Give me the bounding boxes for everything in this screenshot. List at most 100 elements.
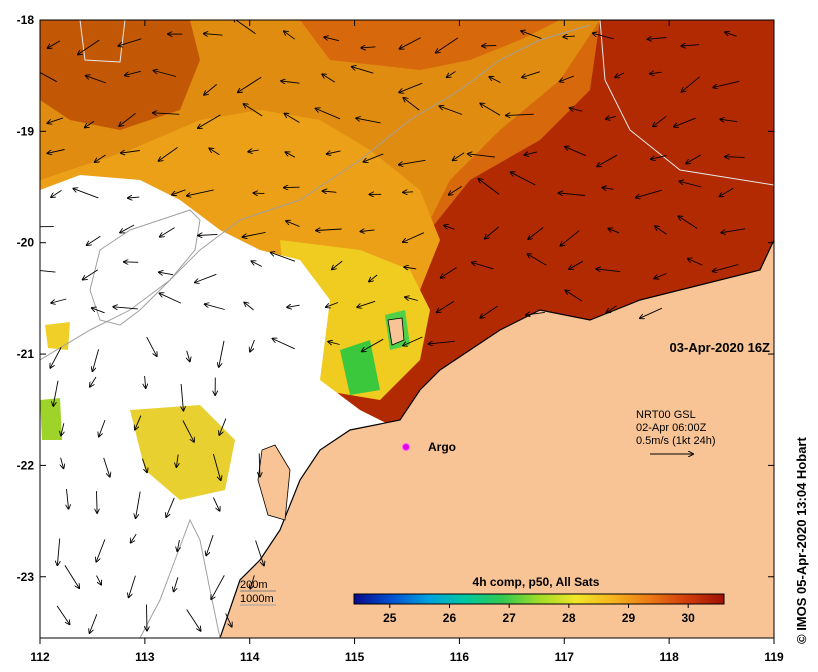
current-arrow bbox=[103, 457, 110, 477]
current-arrow bbox=[651, 155, 667, 160]
current-arrow bbox=[271, 253, 296, 262]
current-arrow bbox=[95, 154, 106, 162]
argo-label: Argo bbox=[428, 440, 456, 454]
current-arrow bbox=[125, 70, 141, 75]
current-arrow bbox=[56, 605, 69, 624]
current-arrow bbox=[40, 270, 56, 273]
current-arrow bbox=[128, 197, 140, 198]
current-arrow bbox=[327, 151, 341, 154]
current-arrow bbox=[172, 189, 186, 195]
current-source-line1: NRT00 GSL bbox=[636, 409, 696, 421]
current-arrow bbox=[160, 227, 175, 237]
current-arrow bbox=[640, 307, 663, 318]
current-arrow bbox=[522, 71, 541, 78]
current-arrow bbox=[284, 114, 300, 123]
current-source-line3: 0.5m/s (1kt 24h) bbox=[636, 435, 715, 447]
current-arrow bbox=[479, 179, 500, 195]
current-arrow bbox=[287, 305, 300, 307]
current-arrow bbox=[219, 340, 225, 367]
current-arrow bbox=[332, 260, 343, 269]
current-arrow bbox=[204, 84, 217, 95]
current-arrow bbox=[244, 104, 263, 117]
current-arrow bbox=[176, 454, 178, 467]
current-arrow bbox=[252, 261, 263, 267]
current-arrow bbox=[323, 191, 337, 192]
current-arrow bbox=[725, 157, 745, 158]
current-arrow bbox=[400, 37, 421, 49]
current-arrow bbox=[273, 339, 295, 350]
current-arrow bbox=[50, 347, 62, 368]
current-arrow bbox=[316, 109, 341, 120]
island-peninsula bbox=[257, 444, 291, 521]
lon-tick-label: 112 bbox=[30, 650, 50, 664]
current-arrow bbox=[160, 293, 182, 304]
current-arrow bbox=[120, 224, 135, 233]
current-arrow bbox=[135, 415, 142, 430]
colorbar-title: 4h comp, p50, All Sats bbox=[473, 575, 600, 589]
current-arrow bbox=[51, 190, 62, 197]
current-arrow bbox=[369, 274, 378, 282]
current-arrow bbox=[205, 304, 225, 310]
current-arrow bbox=[597, 154, 618, 166]
current-arrow bbox=[480, 305, 498, 318]
sst-pixel-cluster-edge bbox=[40, 398, 62, 440]
lon-tick-label: 118 bbox=[659, 650, 679, 664]
current-arrow bbox=[119, 112, 136, 126]
lat-tick-label: -18 bbox=[17, 13, 35, 27]
current-arrow bbox=[177, 539, 179, 551]
current-arrow bbox=[405, 297, 418, 301]
coastline bbox=[219, 239, 774, 638]
current-arrow bbox=[654, 273, 667, 279]
current-arrow bbox=[482, 45, 497, 46]
current-arrow bbox=[526, 312, 545, 315]
colorbar-ticks: 25 26 27 28 29 30 bbox=[383, 604, 695, 625]
current-arrow bbox=[153, 113, 180, 115]
current-arrow bbox=[444, 225, 455, 230]
current-arrow bbox=[648, 38, 667, 40]
current-arrow bbox=[147, 604, 148, 631]
current-arrow bbox=[187, 350, 190, 362]
current-arrow bbox=[154, 71, 177, 77]
current-arrow bbox=[678, 216, 698, 229]
current-arrow bbox=[61, 423, 64, 435]
current-arrow bbox=[219, 418, 227, 435]
current-arrow bbox=[403, 98, 420, 111]
current-arrow bbox=[51, 298, 67, 303]
colorbar-tick-label: 26 bbox=[443, 611, 457, 625]
current-arrow bbox=[681, 45, 700, 46]
current-arrow bbox=[243, 231, 266, 237]
lon-tick-label: 116 bbox=[450, 650, 470, 664]
argo-float-marker[interactable] bbox=[402, 443, 410, 451]
current-arrow bbox=[326, 302, 339, 308]
current-arrow bbox=[64, 565, 79, 588]
current-arrow bbox=[206, 534, 214, 555]
current-arrow bbox=[73, 189, 99, 199]
colorbar-tick-label: 25 bbox=[383, 611, 397, 625]
current-arrow bbox=[286, 221, 300, 227]
current-arrow bbox=[61, 457, 64, 469]
current-arrow bbox=[468, 154, 495, 158]
current-arrow bbox=[113, 307, 138, 309]
current-arrow bbox=[679, 181, 702, 188]
current-arrow bbox=[356, 118, 381, 124]
current-arrow bbox=[90, 376, 97, 387]
current-arrow bbox=[606, 305, 617, 313]
current-arrow bbox=[254, 193, 265, 194]
current-arrow bbox=[721, 228, 746, 233]
current-arrow bbox=[524, 152, 538, 155]
current-arrow bbox=[596, 269, 621, 272]
current-arrow bbox=[686, 154, 702, 164]
current-arrow bbox=[212, 497, 219, 511]
contour-offshore bbox=[599, 20, 774, 186]
current-arrow bbox=[40, 71, 58, 83]
current-arrow bbox=[159, 147, 178, 161]
contour-plateau bbox=[89, 209, 201, 326]
colorbar-tick-label: 27 bbox=[502, 611, 516, 625]
current-arrow bbox=[480, 104, 501, 116]
sst-pixel-cluster-south bbox=[130, 405, 235, 500]
lat-tick-label: -19 bbox=[17, 124, 35, 138]
current-arrow bbox=[97, 491, 98, 513]
sst-dark-patch-west bbox=[40, 20, 200, 130]
current-arrow bbox=[650, 72, 662, 74]
sst-green-patch bbox=[340, 340, 380, 395]
